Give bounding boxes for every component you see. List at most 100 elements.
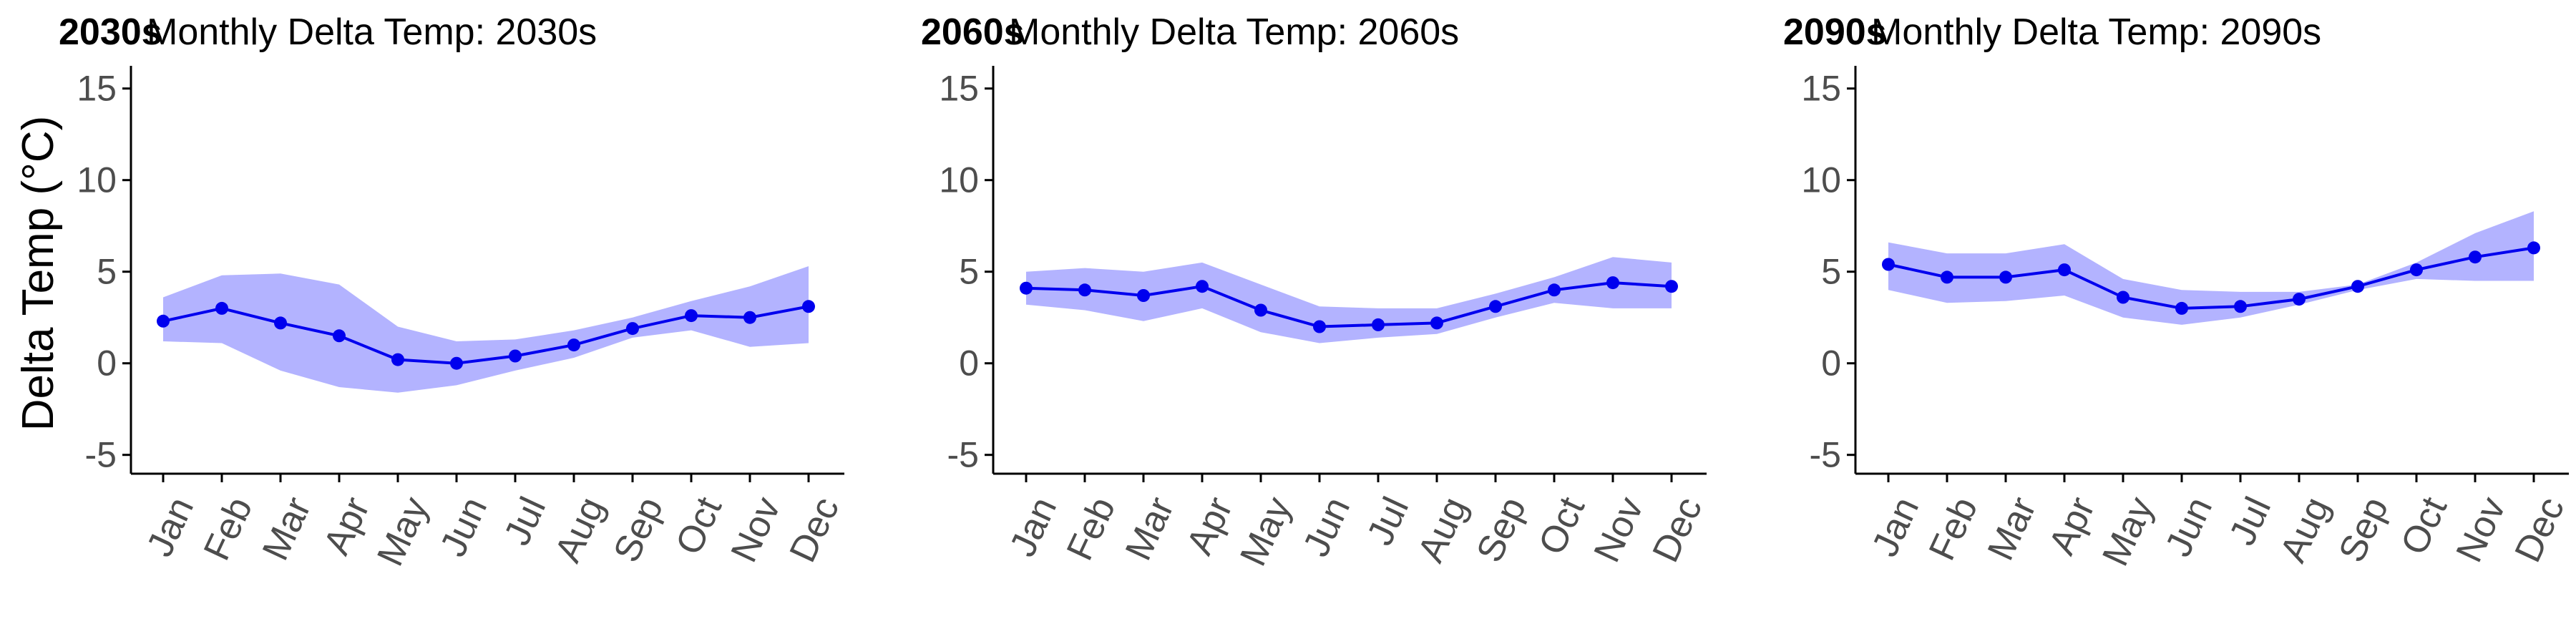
x-tick-label: Aug [547,491,613,568]
data-point [1372,318,1385,331]
confidence-band [163,266,809,393]
x-tick-label: Apr [1179,491,1241,561]
x-tick-label: Nov [723,491,789,568]
x-tick-label: Jan [1002,491,1065,563]
y-tick-label: 5 [959,252,979,292]
x-tick-label: Sep [2331,491,2397,568]
x-tick-label: Jan [139,491,202,563]
data-point [509,349,522,363]
data-point [1548,283,1561,297]
x-tick-label: Aug [1410,491,1476,568]
y-tick-label: 15 [939,69,979,109]
x-tick-label: Mar [255,491,319,567]
y-tick-label: 10 [1801,160,1841,200]
y-tick-label: 5 [97,252,117,292]
x-tick-label: Feb [1921,491,1986,567]
data-point [1196,280,1209,293]
x-tick-label: Jun [1295,491,1358,563]
x-tick-label: Dec [1645,491,1711,568]
data-point [1606,276,1619,290]
x-tick-label: May [369,491,436,572]
data-point [391,353,404,366]
data-point [450,356,463,370]
data-point [743,311,756,324]
y-tick-label: 5 [1821,252,1841,292]
data-point [274,316,287,330]
x-tick-label: Nov [1586,491,1652,568]
data-point [157,314,170,328]
panel-title: Monthly Delta Temp: 2030s [147,11,597,53]
y-tick-label: 0 [97,343,117,384]
data-point [2527,241,2540,255]
series-line [1888,246,2534,310]
x-tick-label: Apr [2041,491,2103,561]
data-point [1882,258,1895,271]
y-axis-title: Delta Temp (°C) [14,116,63,431]
x-tick-label: Jul [2222,491,2280,552]
y-tick-label: -5 [947,435,979,475]
x-tick-label: Dec [782,491,848,568]
confidence-band [1026,257,1672,343]
data-point [1999,270,2012,284]
data-point [1020,281,1033,295]
data-point [2175,301,2188,315]
panel-tag: 2090s [1783,11,1887,53]
data-point [2293,293,2306,306]
data-point [1313,320,1326,333]
panel-title: Monthly Delta Temp: 2090s [1871,11,2321,53]
x-tick-label: May [1232,491,1299,572]
data-point [1254,303,1267,317]
x-tick-label: Mar [1118,491,1182,567]
data-point [1078,283,1091,297]
data-point [1665,280,1678,293]
data-point [685,309,698,323]
data-point [626,322,639,336]
y-tick-label: 15 [77,69,117,109]
x-tick-label: Aug [2273,491,2338,568]
x-tick-label: Feb [196,491,260,567]
y-tick-label: -5 [85,435,117,475]
data-point [1941,270,1953,284]
y-tick-label: -5 [1810,435,1841,475]
confidence-band [1888,211,2534,325]
x-tick-label: Jul [1360,491,1418,552]
y-tick-label: 10 [77,160,117,200]
data-point [2469,250,2482,264]
x-tick-label: Apr [316,491,378,561]
x-tick-label: Jun [2157,491,2220,563]
panel-title: Monthly Delta Temp: 2060s [1009,11,1459,53]
data-point [1489,300,1502,313]
x-tick-label: Nov [2449,491,2514,568]
x-tick-label: Jun [432,491,495,563]
x-tick-label: Dec [2507,491,2573,568]
x-tick-label: Sep [606,491,672,568]
y-tick-label: 15 [1801,69,1841,109]
data-point [2351,280,2364,293]
data-point [2234,300,2247,313]
x-tick-label: Jan [1864,491,1927,563]
series-line [162,305,809,365]
data-point [802,300,815,313]
panel-tag: 2060s [921,11,1025,53]
x-tick-label: Sep [1469,491,1535,568]
x-tick-label: Jul [497,491,555,552]
y-tick-label: 0 [1821,343,1841,384]
data-point [567,338,580,352]
data-point [215,301,228,315]
x-tick-label: Mar [1980,491,2044,567]
x-tick-label: Oct [1531,491,1593,561]
panel-tag: 2030s [59,11,162,53]
y-tick-label: 10 [939,160,979,200]
x-tick-label: Oct [2393,491,2455,561]
x-tick-label: Oct [668,491,730,561]
data-point [1430,316,1443,330]
x-tick-label: May [2094,491,2162,572]
data-point [2410,263,2423,277]
series-line [1025,281,1672,328]
data-point [2058,263,2071,277]
